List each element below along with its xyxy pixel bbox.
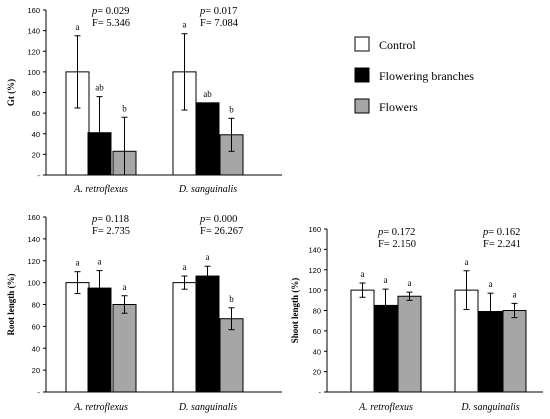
y-tick-label: - (319, 388, 322, 397)
category-label: D. sanguinalis (178, 402, 237, 413)
significance-letter: a (183, 262, 187, 272)
legend-swatch-flowering-branches (354, 67, 370, 83)
significance-letter: ab (203, 89, 212, 99)
y-tick-label: 100 (27, 279, 40, 288)
y-tick-label: 80 (313, 307, 321, 316)
significance-letter: a (408, 278, 412, 288)
y-tick-label: 20 (32, 150, 40, 159)
category-label: A. retroflexus (358, 402, 413, 413)
significance-letter: a (465, 257, 469, 267)
y-tick-label: - (38, 388, 41, 397)
y-axis-label: Shoot length (%) (290, 278, 300, 344)
y-tick-label: 160 (27, 213, 40, 222)
significance-letter: a (361, 269, 365, 279)
bar (172, 282, 197, 393)
significance-letter: a (98, 257, 102, 267)
bar (502, 310, 527, 393)
y-tick-label: 80 (32, 301, 40, 310)
y-tick-label: 40 (32, 130, 40, 139)
significance-letter: a (513, 289, 517, 299)
y-tick-label: 100 (308, 286, 321, 295)
y-tick-label: - (38, 171, 41, 180)
significance-letter: a (206, 252, 210, 262)
category-label: D. sanguinalis (460, 402, 519, 413)
legend-label-flowering-branches: Flowering branches (379, 69, 474, 83)
bar (112, 304, 137, 393)
legend-swatch-flowers (354, 98, 370, 114)
significance-letter: a (76, 258, 80, 268)
significance-letter: a (76, 22, 80, 32)
bar (65, 282, 90, 393)
y-tick-label: 40 (313, 347, 321, 356)
y-tick-label: 80 (32, 89, 40, 98)
p-value-label: p= 0.029 (91, 6, 129, 17)
f-value-label: F= 26.267 (200, 226, 243, 237)
significance-letter: a (384, 275, 388, 285)
significance-letter: b (229, 294, 234, 304)
y-tick-label: 60 (313, 327, 321, 336)
bar (195, 275, 220, 393)
y-tick-label: 160 (27, 6, 40, 15)
y-tick-label: 60 (32, 322, 40, 331)
legend-label-control: Control (379, 38, 416, 52)
y-tick-label: 100 (27, 68, 40, 77)
bar (397, 295, 422, 393)
y-tick-label: 40 (32, 344, 40, 353)
p-value-label: p= 0.162 (482, 227, 520, 238)
y-tick-label: 120 (27, 47, 40, 56)
y-tick-label: 120 (308, 266, 321, 275)
category-label: D. sanguinalis (178, 184, 237, 195)
bar (350, 289, 375, 393)
y-tick-label: 20 (313, 368, 321, 377)
y-tick-label: 60 (32, 109, 40, 118)
y-tick-label: 120 (27, 257, 40, 266)
y-tick-label: 160 (308, 225, 321, 234)
significance-letter: a (123, 282, 127, 292)
bar (195, 102, 220, 176)
p-value-label: p= 0.000 (199, 214, 237, 225)
legend-label-flowers: Flowers (379, 100, 418, 114)
y-axis-label: Root length (%) (6, 274, 16, 336)
f-value-label: F= 2.241 (483, 239, 521, 250)
p-value-label: p= 0.172 (377, 227, 415, 238)
p-value-label: p= 0.017 (199, 6, 237, 17)
legend: Control Flowering branches Flowers (354, 36, 474, 114)
category-label: A. retroflexus (73, 402, 128, 413)
f-value-label: F= 7.084 (200, 18, 239, 29)
y-axis-label: Gt (%) (6, 79, 16, 106)
y-tick-label: 140 (27, 235, 40, 244)
f-value-label: F= 2.150 (378, 239, 416, 250)
significance-letter: a (183, 20, 187, 30)
significance-letter: b (229, 104, 234, 114)
y-tick-label: 20 (32, 366, 40, 375)
f-value-label: F= 5.346 (92, 18, 130, 29)
significance-letter: b (122, 103, 127, 113)
y-tick-label: 140 (308, 245, 321, 254)
category-label: A. retroflexus (73, 184, 128, 195)
p-value-label: p= 0.118 (91, 214, 129, 225)
f-value-label: F= 2.735 (92, 226, 130, 237)
legend-swatch-control (354, 36, 370, 52)
y-tick-label: 140 (27, 27, 40, 36)
significance-letter: ab (95, 83, 104, 93)
significance-letter: a (489, 279, 493, 289)
